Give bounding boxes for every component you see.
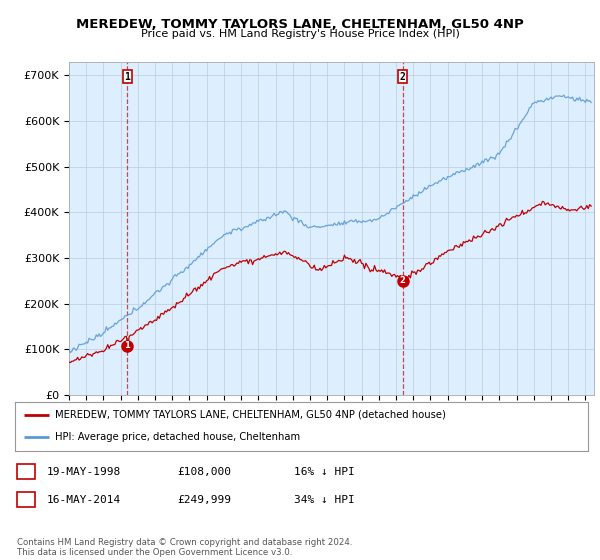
Text: Price paid vs. HM Land Registry's House Price Index (HPI): Price paid vs. HM Land Registry's House …	[140, 29, 460, 39]
Text: 1: 1	[124, 341, 130, 350]
Text: £249,999: £249,999	[177, 494, 231, 505]
Text: MEREDEW, TOMMY TAYLORS LANE, CHELTENHAM, GL50 4NP: MEREDEW, TOMMY TAYLORS LANE, CHELTENHAM,…	[76, 18, 524, 31]
Text: 2: 2	[400, 72, 406, 82]
Text: 1: 1	[22, 466, 29, 477]
Text: £108,000: £108,000	[177, 466, 231, 477]
Text: Contains HM Land Registry data © Crown copyright and database right 2024.
This d: Contains HM Land Registry data © Crown c…	[17, 538, 352, 557]
Text: 19-MAY-1998: 19-MAY-1998	[47, 466, 121, 477]
Text: 34% ↓ HPI: 34% ↓ HPI	[294, 494, 355, 505]
Text: 16-MAY-2014: 16-MAY-2014	[47, 494, 121, 505]
Text: 1: 1	[124, 72, 130, 82]
Text: 2: 2	[400, 276, 406, 285]
Text: HPI: Average price, detached house, Cheltenham: HPI: Average price, detached house, Chel…	[55, 432, 300, 442]
Text: MEREDEW, TOMMY TAYLORS LANE, CHELTENHAM, GL50 4NP (detached house): MEREDEW, TOMMY TAYLORS LANE, CHELTENHAM,…	[55, 410, 446, 420]
Text: 16% ↓ HPI: 16% ↓ HPI	[294, 466, 355, 477]
Text: 2: 2	[22, 494, 29, 505]
